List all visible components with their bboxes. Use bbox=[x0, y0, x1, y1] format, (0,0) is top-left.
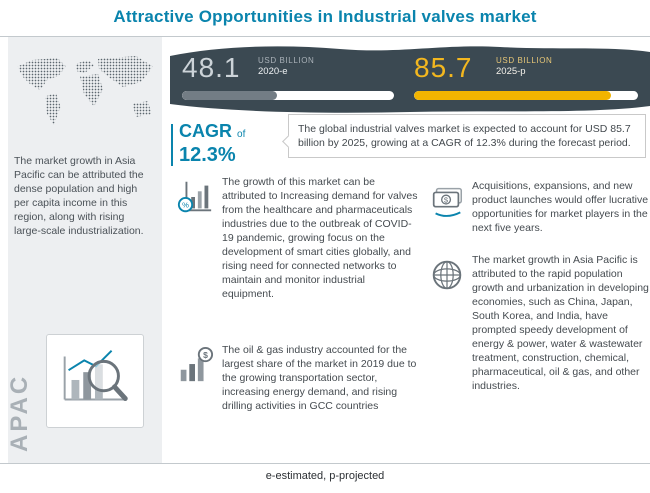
money-notes-icon: $ bbox=[432, 187, 463, 217]
market-size-2020-units: USD BILLION 2020-e bbox=[258, 56, 314, 78]
insight-text: The market growth in Asia Pacific is att… bbox=[472, 254, 649, 392]
bar-2020 bbox=[182, 91, 394, 100]
year-label: 2025-p bbox=[496, 66, 526, 77]
svg-text:$: $ bbox=[444, 195, 449, 204]
insight-text: Acquisitions, expansions, and new produc… bbox=[472, 180, 649, 234]
market-size-2020-value: 48.1 bbox=[182, 52, 241, 83]
apac-sidebar: The market growth in Asia Pacific can be… bbox=[6, 37, 162, 463]
bar-2025 bbox=[414, 91, 638, 100]
apac-description: The market growth in Asia Pacific can be… bbox=[14, 155, 144, 237]
world-map bbox=[17, 56, 153, 125]
unit-label: USD BILLION bbox=[258, 56, 315, 65]
insight-oil-gas: $ The oil & gas industry accounted for t… bbox=[176, 344, 418, 414]
cagr-label: CAGR bbox=[179, 121, 232, 141]
cagr-block: CAGR of 12.3% bbox=[179, 121, 245, 167]
apac-label: APAC bbox=[6, 373, 33, 452]
market-size-2025-units: USD BILLION 2025-p bbox=[496, 56, 552, 78]
bar-chart-dollar-icon: $ bbox=[180, 346, 214, 382]
title-divider bbox=[0, 36, 650, 37]
footnote: e-estimated, p-projected bbox=[265, 470, 385, 482]
chart-magnifier-icon bbox=[63, 349, 128, 401]
cagr-accent-bar bbox=[171, 124, 173, 166]
market-analysis-illustration bbox=[46, 334, 144, 428]
chart-percent-magnifier-icon: % bbox=[177, 181, 212, 213]
banner-wave-shape bbox=[170, 46, 650, 113]
insight-text: The oil & gas industry accounted for the… bbox=[222, 344, 417, 412]
insight-text: The growth of this market can be attribu… bbox=[222, 176, 418, 300]
insight-apac-growth: The market growth in Asia Pacific is att… bbox=[428, 254, 650, 394]
market-size-banner: 48.1 USD BILLION 2020-e 85.7 USD BILLION… bbox=[170, 44, 650, 114]
market-size-2025-value: 85.7 bbox=[414, 52, 473, 83]
forecast-callout: The global industrial valves market is e… bbox=[288, 114, 646, 159]
insight-opportunities: $ Acquisitions, expansions, and new prod… bbox=[428, 180, 650, 236]
footer-divider bbox=[0, 463, 650, 464]
year-label: 2020-e bbox=[258, 66, 288, 77]
bar-2020-fill bbox=[182, 91, 278, 100]
insight-market-growth: % The growth of this market can be attri… bbox=[176, 176, 418, 302]
cagr-value: 12.3% bbox=[179, 144, 236, 166]
globe-icon bbox=[432, 260, 462, 290]
bar-2025-fill bbox=[414, 91, 612, 100]
cagr-connector: of bbox=[237, 129, 246, 140]
svg-text:$: $ bbox=[203, 350, 208, 360]
page-title: Attractive Opportunities in Industrial v… bbox=[113, 7, 537, 26]
svg-text:%: % bbox=[182, 200, 189, 209]
unit-label: USD BILLION bbox=[496, 56, 553, 65]
